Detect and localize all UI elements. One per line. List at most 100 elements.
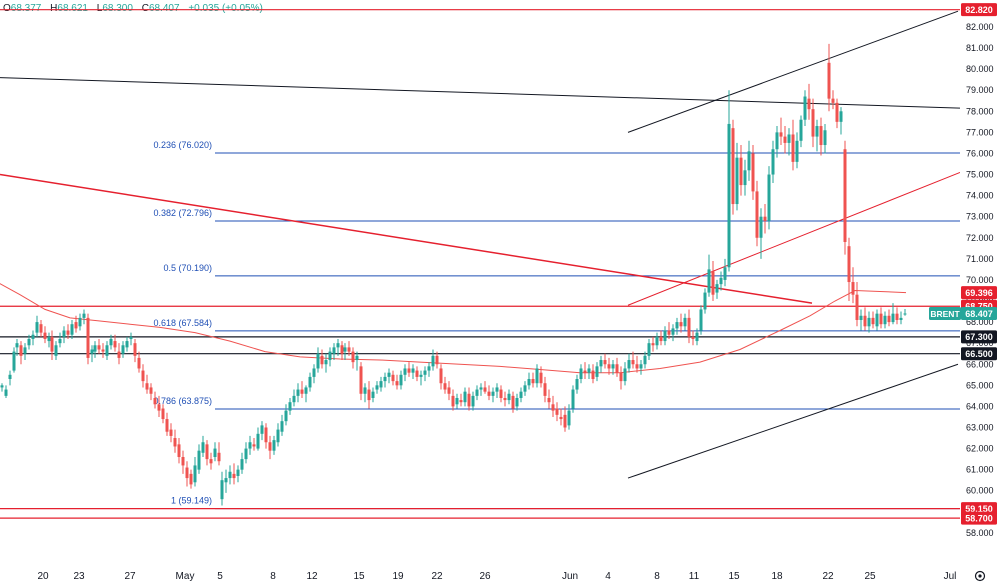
- candle-body: [515, 397, 519, 407]
- candle-body: [595, 366, 599, 377]
- price-tick-label: 60.000: [966, 486, 994, 496]
- ohlc-high: 68.621: [57, 3, 88, 14]
- gear-hub: [978, 574, 982, 578]
- price-tick-label: 71.000: [966, 254, 994, 264]
- candle-body: [875, 313, 879, 327]
- candle-body: [23, 347, 27, 354]
- candle-body: [359, 366, 363, 394]
- candle-body: [62, 330, 66, 337]
- candle-body: [835, 102, 839, 122]
- gear-ring: [974, 570, 986, 582]
- candle-body: [611, 364, 615, 369]
- candle-body: [575, 379, 579, 390]
- candle-body: [779, 132, 783, 137]
- candle-body: [236, 469, 240, 476]
- candle-body: [479, 387, 483, 390]
- candle-body: [707, 269, 711, 293]
- candle-body: [217, 452, 221, 462]
- price-tick-label: 66.000: [966, 359, 994, 369]
- candle-body: [491, 391, 495, 396]
- candle-body: [495, 387, 499, 392]
- candle-body: [791, 134, 795, 162]
- candle-body: [272, 440, 276, 451]
- candle-body: [419, 374, 423, 377]
- candle-body: [647, 343, 651, 356]
- candle-body: [711, 271, 715, 295]
- candle-body: [97, 345, 101, 350]
- candle-body: [471, 395, 475, 407]
- candle-body: [347, 347, 351, 352]
- candle-body: [839, 111, 843, 122]
- candle-body: [19, 345, 23, 356]
- candle-body: [268, 442, 272, 451]
- fib-label: 0.5 (70.190): [163, 263, 212, 273]
- candle-body: [58, 338, 62, 344]
- time-tick-label: Jul: [944, 571, 957, 582]
- candle-body: [663, 330, 667, 342]
- candle-body: [228, 471, 232, 479]
- candle-body: [643, 355, 647, 365]
- candle-body: [300, 389, 304, 394]
- candle-body: [165, 419, 169, 432]
- time-axis-bg: [0, 565, 1000, 587]
- candle-body: [12, 351, 16, 371]
- candle-body: [308, 376, 312, 388]
- price-tick-label: 64.000: [966, 401, 994, 411]
- channel-lower-line: [627, 363, 959, 479]
- candle-body: [403, 368, 407, 375]
- candle-body: [783, 136, 787, 143]
- candle-body: [395, 381, 399, 386]
- candle-body: [193, 465, 197, 483]
- symbol-badge-label: BRENT: [930, 309, 960, 319]
- candle-body: [157, 404, 161, 411]
- ohlc-change: +0.035 (+0.05%): [188, 3, 263, 14]
- candle-body: [43, 332, 47, 339]
- candle-body: [483, 387, 487, 392]
- candle-body: [703, 292, 707, 310]
- candle-body: [519, 391, 523, 398]
- candles: [0, 43, 907, 506]
- candle-body: [843, 149, 847, 242]
- candle-body: [435, 355, 439, 365]
- symbol-badge: [929, 307, 961, 321]
- candle-body: [735, 157, 739, 205]
- channel-upper-line: [627, 10, 959, 133]
- candle-body: [795, 140, 799, 162]
- candle-body: [90, 349, 94, 354]
- candle-body: [615, 364, 619, 373]
- candle-body: [651, 343, 655, 346]
- candle-body: [755, 191, 759, 238]
- candle-body: [324, 360, 328, 365]
- time-tick-label: 15: [353, 571, 365, 582]
- trend-lines: [0, 10, 961, 479]
- candle-body: [407, 368, 411, 373]
- candle-body: [260, 425, 264, 434]
- candle-body: [555, 408, 559, 415]
- time-tick-label: 11: [689, 571, 700, 582]
- price-tick-label: 70.000: [966, 275, 994, 285]
- candle-body: [169, 429, 173, 436]
- candle-body: [0, 385, 4, 388]
- candle-body: [739, 157, 743, 186]
- candle-body: [86, 317, 90, 358]
- candle-body: [747, 151, 751, 171]
- candle-body: [799, 119, 803, 141]
- candle-body: [619, 372, 623, 382]
- candle-body: [859, 315, 863, 320]
- candle-body: [503, 397, 507, 401]
- candle-body: [623, 368, 627, 382]
- candle-body: [105, 345, 109, 356]
- candle-body: [391, 374, 395, 382]
- candle-body: [336, 343, 340, 348]
- time-tick-label: 22: [431, 571, 443, 582]
- candle-body: [871, 317, 875, 325]
- candle-body: [863, 315, 867, 327]
- candle-body: [351, 351, 355, 363]
- price-tick-label: 76.000: [966, 148, 994, 158]
- candle-body: [252, 444, 256, 447]
- candle-body: [101, 349, 105, 352]
- candle-body: [189, 473, 193, 485]
- candle-body: [699, 309, 703, 331]
- candle-body: [535, 368, 539, 384]
